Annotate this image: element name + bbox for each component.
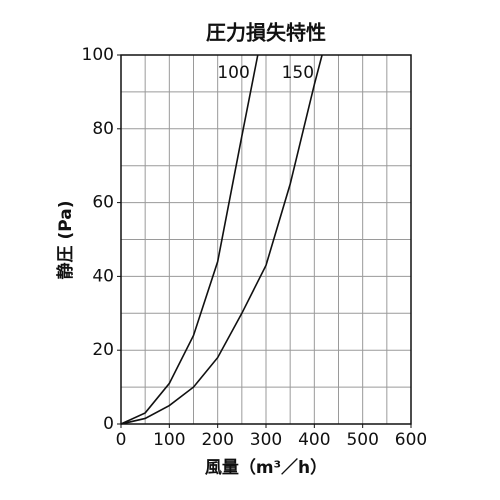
x-tick-label: 600 [395,430,427,450]
data-line [120,54,259,425]
x-axis-label: 風量（m³／h） [205,457,327,478]
data-line [120,54,323,425]
x-tick-label: 100 [153,430,185,450]
y-tick-label: 80 [92,119,114,139]
y-axis-label: 静圧 (Pa) [55,201,76,280]
y-tick-label: 60 [92,193,114,213]
x-tick-label: 0 [116,430,127,450]
y-tick-label: 40 [92,266,114,286]
series-label: 150 [282,63,314,83]
chart-title: 圧力損失特性 [206,21,326,45]
x-tick-label: 400 [298,430,330,450]
x-tick-label: 300 [250,430,282,450]
x-tick-label: 200 [201,430,233,450]
x-tick-label: 500 [346,430,378,450]
series-label: 100 [217,63,249,83]
y-tick-label: 0 [103,414,114,434]
y-tick-label: 20 [92,340,114,360]
y-tick-label: 100 [82,45,114,65]
